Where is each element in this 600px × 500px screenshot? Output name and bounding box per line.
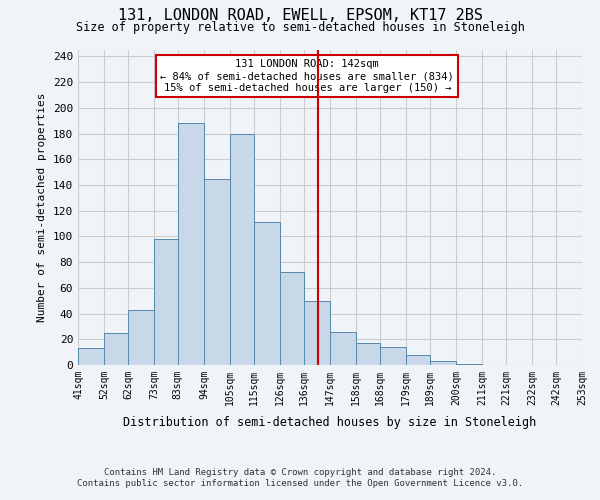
Text: 131 LONDON ROAD: 142sqm
← 84% of semi-detached houses are smaller (834)
15% of s: 131 LONDON ROAD: 142sqm ← 84% of semi-de… bbox=[160, 60, 454, 92]
Text: 131, LONDON ROAD, EWELL, EPSOM, KT17 2BS: 131, LONDON ROAD, EWELL, EPSOM, KT17 2BS bbox=[118, 8, 482, 22]
Text: Contains HM Land Registry data © Crown copyright and database right 2024.
Contai: Contains HM Land Registry data © Crown c… bbox=[77, 468, 523, 487]
Bar bbox=[380, 347, 406, 365]
Bar bbox=[254, 222, 280, 365]
Bar bbox=[78, 348, 104, 365]
Bar bbox=[356, 343, 380, 365]
Bar bbox=[330, 332, 356, 365]
Bar bbox=[430, 361, 456, 365]
Bar bbox=[280, 272, 304, 365]
Y-axis label: Number of semi-detached properties: Number of semi-detached properties bbox=[37, 93, 47, 322]
Bar bbox=[406, 354, 430, 365]
Bar bbox=[456, 364, 482, 365]
Bar bbox=[230, 134, 254, 365]
Bar bbox=[204, 178, 230, 365]
Bar bbox=[178, 124, 204, 365]
X-axis label: Distribution of semi-detached houses by size in Stoneleigh: Distribution of semi-detached houses by … bbox=[124, 416, 536, 429]
Bar bbox=[154, 239, 178, 365]
Bar bbox=[104, 333, 128, 365]
Bar bbox=[128, 310, 154, 365]
Text: Size of property relative to semi-detached houses in Stoneleigh: Size of property relative to semi-detach… bbox=[76, 21, 524, 34]
Bar bbox=[304, 300, 330, 365]
